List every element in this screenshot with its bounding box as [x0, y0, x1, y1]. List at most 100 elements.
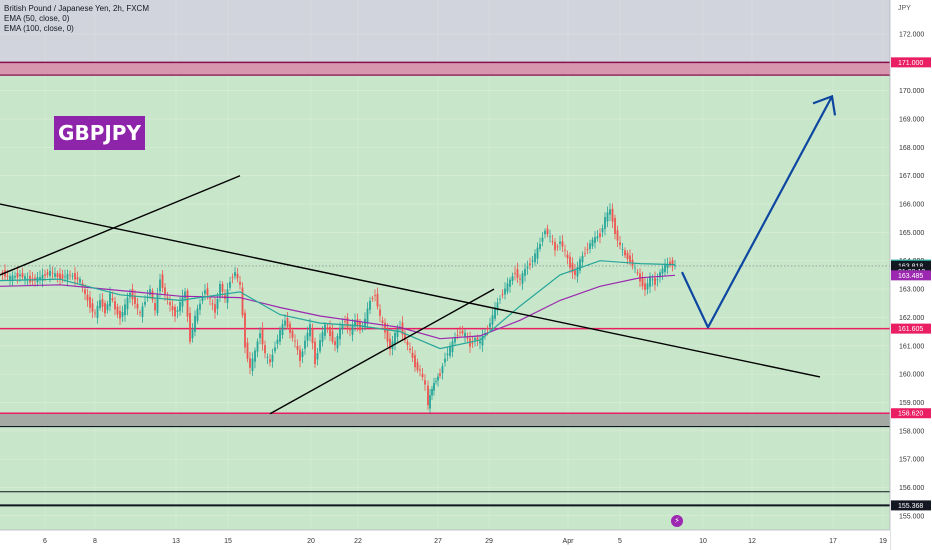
x-tick-label: 5 [618, 538, 622, 545]
y-tick-label: 163.000 [899, 287, 924, 294]
candle-body [139, 312, 141, 313]
candle-body [551, 241, 554, 243]
candle-body [234, 272, 236, 277]
candle-body [564, 249, 566, 251]
projection-arrowhead [812, 94, 837, 116]
candle-body [96, 305, 99, 318]
candle-body [131, 288, 134, 300]
candle-body [231, 277, 234, 279]
candle-body [164, 287, 166, 295]
candle-body [546, 228, 549, 235]
candle-body [351, 324, 354, 335]
candle-body [149, 289, 151, 295]
candle-body [511, 276, 514, 281]
candle-body [294, 340, 296, 342]
candle-body [219, 284, 221, 297]
candle-body [29, 275, 31, 283]
y-tick-label: 158.000 [899, 428, 924, 435]
x-tick-label: 12 [748, 538, 756, 545]
candle-body [51, 272, 54, 274]
candle-body [439, 373, 441, 376]
candle-body [456, 335, 459, 336]
x-tick-label: 20 [307, 538, 315, 545]
candle-body [159, 279, 161, 292]
candle-body [279, 330, 281, 342]
candle-body [316, 353, 319, 360]
candle-body [274, 347, 276, 352]
candle-body [499, 299, 501, 301]
candle-body [61, 274, 64, 279]
candle-body [76, 277, 79, 280]
candle-body [94, 312, 96, 314]
candle-body [424, 380, 426, 385]
candle-body [244, 312, 246, 348]
candle-body [309, 324, 311, 337]
candle-body [191, 329, 194, 339]
candle-body [21, 273, 24, 278]
candle-body [669, 261, 671, 266]
candle-body [519, 278, 521, 280]
candle-body [6, 275, 9, 277]
candle-body [634, 267, 636, 269]
x-tick-label: Apr [563, 538, 575, 545]
candle-body [629, 255, 631, 262]
legend-title[interactable]: British Pound / Japanese Yen, 2h, FXCM [4, 4, 149, 13]
candle-body [646, 283, 649, 290]
x-tick-label: 19 [879, 538, 887, 545]
x-tick-label: 29 [485, 538, 493, 545]
candle-body [129, 292, 131, 298]
price-tag-bg [891, 260, 931, 271]
candle-body [319, 340, 321, 352]
time-axis-panel[interactable] [0, 530, 890, 550]
x-tick-label: 13 [172, 538, 180, 545]
candle-body [619, 242, 621, 246]
candle-body [264, 345, 266, 354]
candle-body [151, 290, 154, 300]
y-tick-label: 157.000 [899, 457, 924, 464]
candle-body [579, 259, 581, 271]
candle-body [591, 239, 594, 247]
candle-body [661, 268, 664, 274]
candle-body [296, 346, 299, 350]
candle-body [206, 288, 209, 296]
candle-body [566, 254, 569, 259]
candle-body [134, 296, 136, 304]
candle-body [514, 272, 516, 274]
candle-body [599, 233, 601, 237]
chart-background-lower [0, 75, 890, 531]
candle-body [284, 320, 286, 326]
candle-body [539, 243, 541, 249]
lightning-icon[interactable]: ⚡ [671, 515, 683, 527]
candle-body [126, 297, 129, 310]
candle-body [9, 276, 11, 280]
candle-body [201, 297, 204, 302]
candle-body [194, 315, 196, 332]
price-tags: 171.000163.864163.81801:08:13163.485161.… [891, 57, 931, 511]
candle-body [286, 318, 289, 328]
candle-body [166, 297, 169, 300]
candle-body [506, 283, 509, 292]
candle-body [246, 342, 249, 359]
candle-body [366, 308, 369, 324]
legend-ema100[interactable]: EMA (100, close, 0) [4, 24, 74, 33]
candle-body [437, 376, 439, 381]
candle-body [226, 289, 229, 303]
trendline [0, 175, 241, 276]
candle-body [271, 354, 274, 362]
candle-body [501, 294, 504, 296]
candle-body [124, 304, 126, 316]
time-axis-ticks: 6 8 13 15 20 22 27 29 Apr 5 10 12 17 19 [43, 538, 887, 545]
legend-ema50[interactable]: EMA (50, close, 0) [4, 14, 70, 23]
candle-body [209, 298, 211, 299]
trendlines [0, 175, 821, 415]
candle-body [39, 277, 41, 280]
candle-body [339, 327, 341, 340]
candle-body [449, 347, 451, 356]
candle-body [176, 310, 179, 312]
candle-body [114, 301, 116, 310]
candle-body [181, 295, 184, 307]
candle-body [656, 279, 659, 281]
candle-body [516, 269, 519, 278]
trendline [269, 288, 495, 415]
